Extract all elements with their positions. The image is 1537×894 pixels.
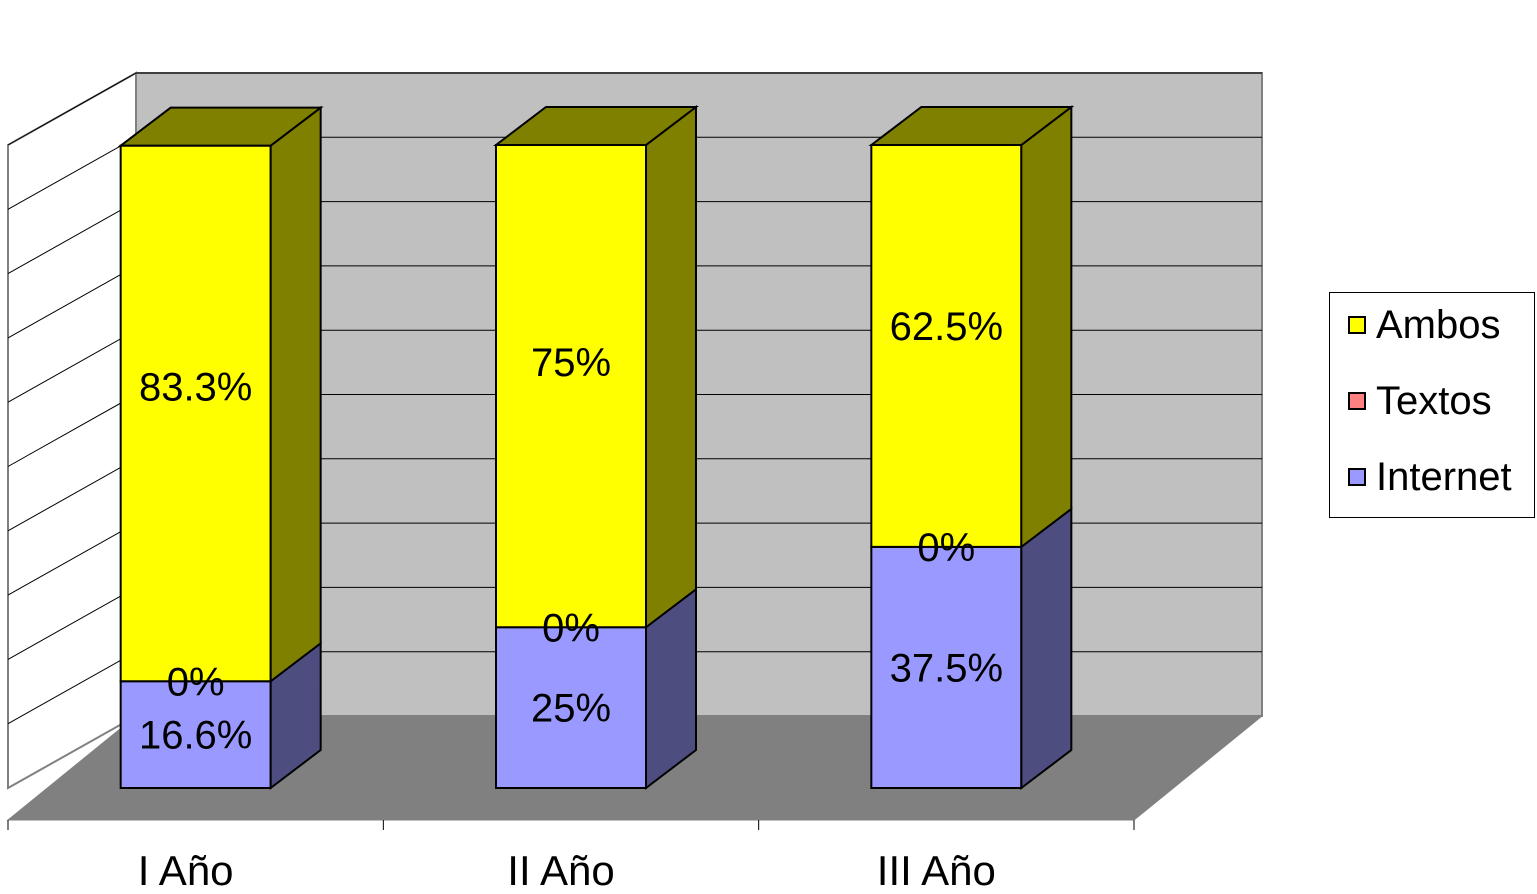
gridline-side	[7, 458, 137, 532]
bar-ambos-3	[870, 144, 1023, 548]
x-tick-label-2: II Año	[507, 847, 614, 894]
bar-ambos-2	[495, 144, 647, 629]
x-axis: I Año II Año III Año	[7, 819, 1135, 894]
data-label-textos-1: 0%	[167, 660, 225, 704]
gridline-side	[7, 72, 137, 146]
bar-ambos-1	[119, 144, 272, 683]
bar-internet-1	[119, 680, 272, 790]
gridline-side	[7, 522, 137, 596]
legend-label-internet: Internet	[1376, 454, 1512, 499]
gridlines	[7, 72, 1262, 725]
data-labels: 16.6% 0% 83.3% 25% 0% 75% 37.5% 0% 62.5%	[139, 305, 1003, 758]
legend-item-textos: Textos	[1348, 378, 1492, 423]
x-tick-label-3: III Año	[877, 847, 996, 894]
x-tick-label-1: I Año	[138, 847, 234, 894]
legend-label-textos: Textos	[1376, 378, 1492, 423]
gridline-side	[7, 329, 137, 403]
legend-swatch-textos	[1348, 392, 1366, 410]
bar-top-3	[868, 106, 1075, 146]
data-label-internet-3: 37.5%	[890, 646, 1003, 690]
gridline-side	[7, 201, 137, 275]
bar-top-1	[117, 106, 324, 147]
data-label-ambos-3: 62.5%	[890, 305, 1003, 349]
legend-item-ambos: Ambos	[1348, 302, 1501, 347]
legend-swatch-internet	[1348, 468, 1366, 486]
gridline-side	[7, 265, 137, 339]
bar-internet-3	[870, 545, 1023, 789]
legend-item-internet: Internet	[1348, 454, 1512, 499]
legend: Ambos Textos Internet	[1329, 292, 1535, 518]
bar-side-internet-3	[1020, 506, 1073, 791]
data-label-textos-3: 0%	[917, 526, 975, 570]
bar-side-ambos-2	[645, 104, 697, 630]
gridline-side	[7, 651, 137, 725]
legend-swatch-ambos	[1348, 316, 1366, 334]
gridline-side	[7, 136, 137, 210]
bars	[117, 104, 1075, 791]
data-label-textos-2: 0%	[542, 606, 600, 650]
legend-label-ambos: Ambos	[1376, 302, 1501, 347]
gridline-side	[7, 586, 137, 660]
data-label-ambos-1: 83.3%	[139, 366, 252, 410]
bar-side-ambos-3	[1020, 104, 1073, 549]
gridline-side	[7, 394, 137, 467]
data-label-ambos-2: 75%	[531, 341, 611, 385]
bar-top-2	[493, 106, 699, 146]
data-label-internet-1: 16.6%	[139, 714, 252, 758]
data-label-internet-2: 25%	[531, 687, 611, 731]
bar-internet-2	[495, 626, 647, 789]
bar-side-ambos-1	[269, 105, 322, 684]
